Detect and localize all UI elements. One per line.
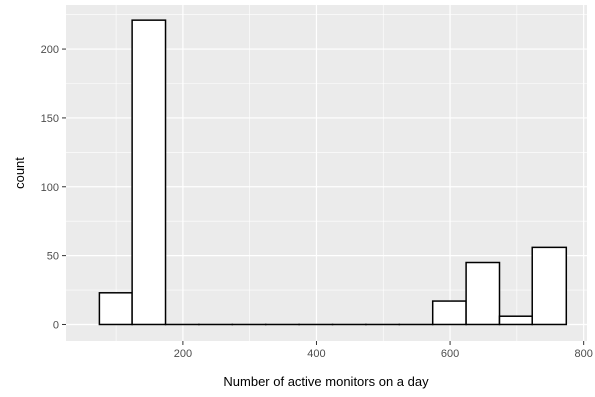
- histogram-bar: [499, 316, 532, 324]
- x-tick-label: 200: [174, 348, 192, 360]
- histogram-bar: [466, 263, 499, 325]
- histogram-bar: [99, 293, 132, 325]
- x-tick-label: 400: [307, 348, 325, 360]
- y-axis-title: count: [12, 157, 27, 189]
- histogram-bar: [132, 20, 165, 324]
- x-tick-label: 800: [574, 348, 592, 360]
- histogram-bar: [532, 247, 566, 324]
- x-tick-label: 600: [441, 348, 459, 360]
- histogram-bar: [433, 301, 466, 324]
- y-tick-label: 0: [53, 319, 59, 331]
- y-axis: 0 50 100 150 200: [41, 44, 66, 331]
- y-tick-label: 200: [41, 44, 59, 56]
- y-tick-label: 150: [41, 113, 59, 125]
- x-axis-title: Number of active monitors on a day: [223, 374, 429, 389]
- x-axis: 200 400 600 800: [174, 341, 593, 360]
- y-tick-label: 50: [47, 251, 59, 263]
- y-tick-label: 100: [41, 182, 59, 194]
